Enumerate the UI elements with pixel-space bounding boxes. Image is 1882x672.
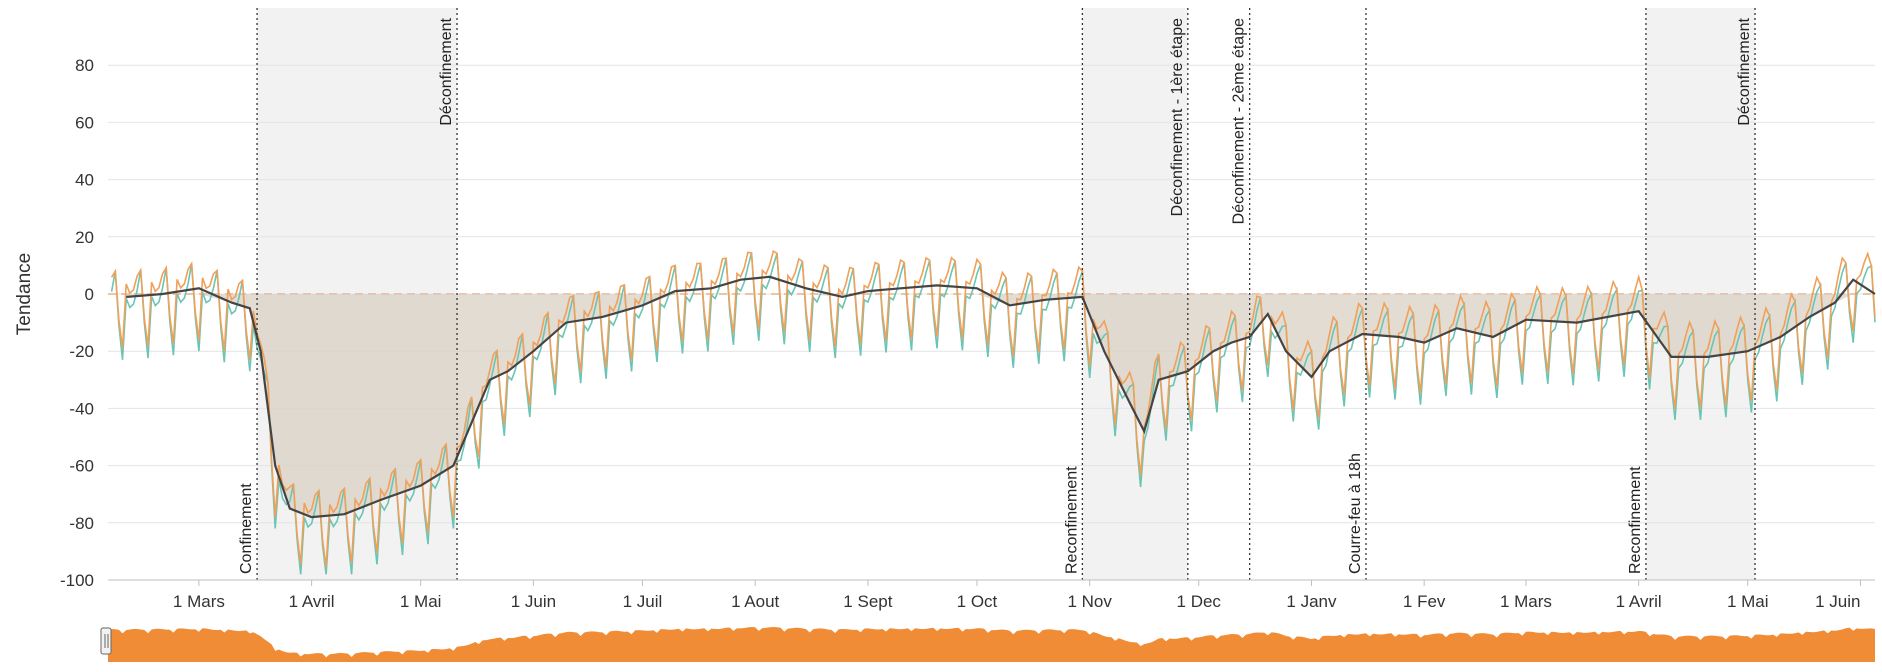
event-label: Reconfinement (1063, 466, 1080, 574)
x-tick-label: 1 Juin (511, 592, 556, 611)
x-tick-label: 1 Oct (957, 592, 998, 611)
y-tick-label: 40 (75, 171, 94, 190)
event-label: Déconfinement - 1ère étape (1169, 18, 1186, 216)
x-tick-label: 1 Juil (623, 592, 663, 611)
trend-area-layer (126, 294, 1876, 518)
event-label: Déconfinement (1736, 17, 1753, 125)
event-label: Déconfinement - 2ème étape (1231, 18, 1248, 224)
event-label: Courre-feu à 18h (1347, 453, 1364, 574)
x-tick-label: 1 Fev (1403, 592, 1446, 611)
y-tick-label: 20 (75, 228, 94, 247)
x-tick-label: 1 Aout (731, 592, 779, 611)
x-tick-label: 1 Avril (1616, 592, 1662, 611)
y-tick-label: 0 (85, 285, 94, 304)
x-tick-label: 1 Avril (289, 592, 335, 611)
y-axis: -100 -80 -60 -40 -20 0 20 40 60 80 (60, 56, 94, 590)
y-tick-label: -20 (69, 342, 94, 361)
series-layer (110, 249, 1876, 575)
event-markers: Confinement Déconfinement Reconfinement Déc… (238, 8, 1756, 580)
x-tick-label: 1 Mars (173, 592, 225, 611)
y-tick-label: -80 (69, 514, 94, 533)
event-label: Reconfinement (1627, 466, 1644, 574)
trend-area (126, 294, 1876, 518)
y-tick-label: -40 (69, 399, 94, 418)
x-axis: 1 Mars 1 Avril 1 Mai 1 Juin 1 Juil 1 Aout 1 Se… (108, 579, 1875, 611)
trend-line (126, 275, 1876, 519)
x-tick-label: 1 Janv (1286, 592, 1337, 611)
x-tick-label: 1 Dec (1177, 592, 1222, 611)
x-tick-label: 1 Mai (400, 592, 442, 611)
range-navigator[interactable] (100, 627, 1875, 662)
navigator-area (108, 627, 1875, 662)
y-tick-label: -60 (69, 457, 94, 476)
x-tick-label: 1 Mai (1727, 592, 1769, 611)
y-axis-title: Tendance (14, 253, 35, 335)
x-tick-label: 1 Nov (1067, 592, 1112, 611)
y-tick-label: -100 (60, 571, 94, 590)
y-tick-label: 60 (75, 113, 94, 132)
event-label: Déconfinement (438, 17, 455, 125)
navigator-handle[interactable] (100, 627, 112, 655)
x-tick-label: 1 Sept (843, 592, 892, 611)
x-tick-label: 1 Juin (1815, 592, 1860, 611)
event-label: Confinement (238, 483, 255, 574)
x-tick-label: 1 Mars (1500, 592, 1552, 611)
y-tick-label: 80 (75, 56, 94, 75)
